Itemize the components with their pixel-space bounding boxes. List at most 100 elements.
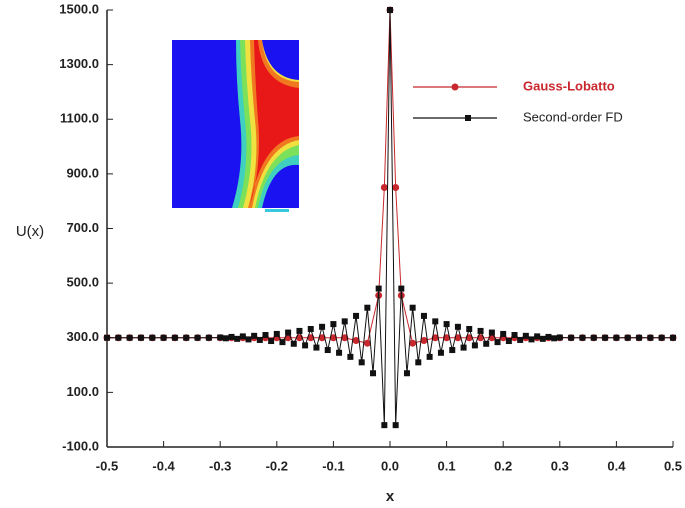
x-tick-label: 0.1 — [438, 458, 456, 473]
point — [590, 334, 597, 341]
point — [381, 422, 388, 429]
point — [477, 327, 484, 334]
point — [104, 334, 110, 341]
point — [234, 335, 241, 342]
point — [370, 370, 377, 377]
point — [602, 334, 609, 341]
y-tick-label: 900.0 — [66, 165, 99, 180]
point — [380, 184, 388, 192]
point — [409, 339, 417, 347]
point — [273, 330, 280, 337]
point — [160, 334, 167, 341]
point — [522, 332, 529, 339]
x-tick-label: -0.4 — [152, 458, 175, 473]
point — [488, 329, 495, 336]
point — [613, 334, 620, 341]
point — [245, 336, 252, 343]
point — [534, 333, 541, 340]
point — [302, 342, 309, 349]
point — [307, 326, 314, 333]
point — [268, 338, 275, 345]
point — [624, 334, 631, 341]
point — [517, 336, 524, 343]
y-tick-label: 1300.0 — [59, 56, 99, 71]
legend-label: Gauss-Lobatto — [523, 78, 615, 93]
point — [415, 359, 422, 366]
x-tick-label: -0.3 — [209, 458, 231, 473]
point — [454, 323, 461, 330]
point — [279, 339, 286, 346]
x-tick-label: 0.2 — [494, 458, 512, 473]
x-tick-label: 0.4 — [607, 458, 626, 473]
y-tick-label: 1100.0 — [60, 111, 99, 126]
point — [358, 359, 365, 366]
x-tick-label: 0.3 — [551, 458, 569, 473]
point — [466, 326, 473, 333]
point — [330, 321, 337, 328]
point — [352, 336, 360, 344]
point — [341, 318, 348, 325]
y-axis-label: U(x) — [16, 223, 44, 240]
point — [228, 333, 235, 340]
point — [431, 334, 439, 342]
point — [471, 342, 478, 349]
x-axis-label: x — [386, 488, 395, 505]
point — [194, 334, 201, 341]
point — [403, 370, 410, 377]
point — [420, 312, 427, 319]
point — [432, 318, 439, 325]
point — [341, 334, 349, 342]
point — [568, 334, 575, 341]
point — [437, 349, 444, 356]
point — [353, 312, 360, 319]
point — [256, 336, 263, 343]
point — [539, 335, 546, 342]
point — [392, 184, 400, 192]
point — [443, 321, 450, 328]
point — [290, 340, 297, 347]
point — [296, 327, 303, 334]
point — [313, 344, 320, 351]
point — [324, 347, 331, 354]
point — [126, 334, 133, 341]
point — [636, 334, 643, 341]
point — [483, 340, 490, 347]
point — [392, 422, 399, 429]
point — [511, 332, 518, 339]
point — [329, 334, 337, 342]
point — [319, 323, 326, 330]
y-tick-label: 700.0 — [66, 220, 99, 235]
point — [670, 334, 676, 341]
x-tick-label: -0.1 — [322, 458, 344, 473]
legend-marker — [451, 83, 459, 91]
point — [505, 338, 512, 345]
point — [262, 332, 269, 339]
point — [137, 334, 144, 341]
point — [205, 334, 212, 341]
point — [556, 334, 563, 341]
point — [285, 329, 292, 336]
point — [251, 332, 258, 339]
point — [443, 334, 451, 342]
point — [658, 334, 665, 341]
point — [398, 285, 405, 292]
point — [347, 353, 354, 360]
point — [222, 335, 229, 342]
point — [149, 334, 156, 341]
point — [239, 333, 246, 340]
y-tick-label: 300.0 — [66, 329, 99, 344]
y-tick-label: 500.0 — [66, 275, 99, 290]
inset-image — [172, 40, 299, 218]
point — [494, 339, 501, 346]
point — [363, 339, 371, 347]
point — [364, 304, 371, 311]
point — [409, 304, 416, 311]
point — [420, 336, 428, 344]
y-tick-label: 100.0 — [66, 384, 99, 399]
point — [528, 336, 535, 343]
point — [171, 334, 178, 341]
point — [449, 347, 456, 354]
legend-label: Second-order FD — [523, 109, 623, 124]
legend-marker — [465, 115, 471, 121]
point — [336, 349, 343, 356]
